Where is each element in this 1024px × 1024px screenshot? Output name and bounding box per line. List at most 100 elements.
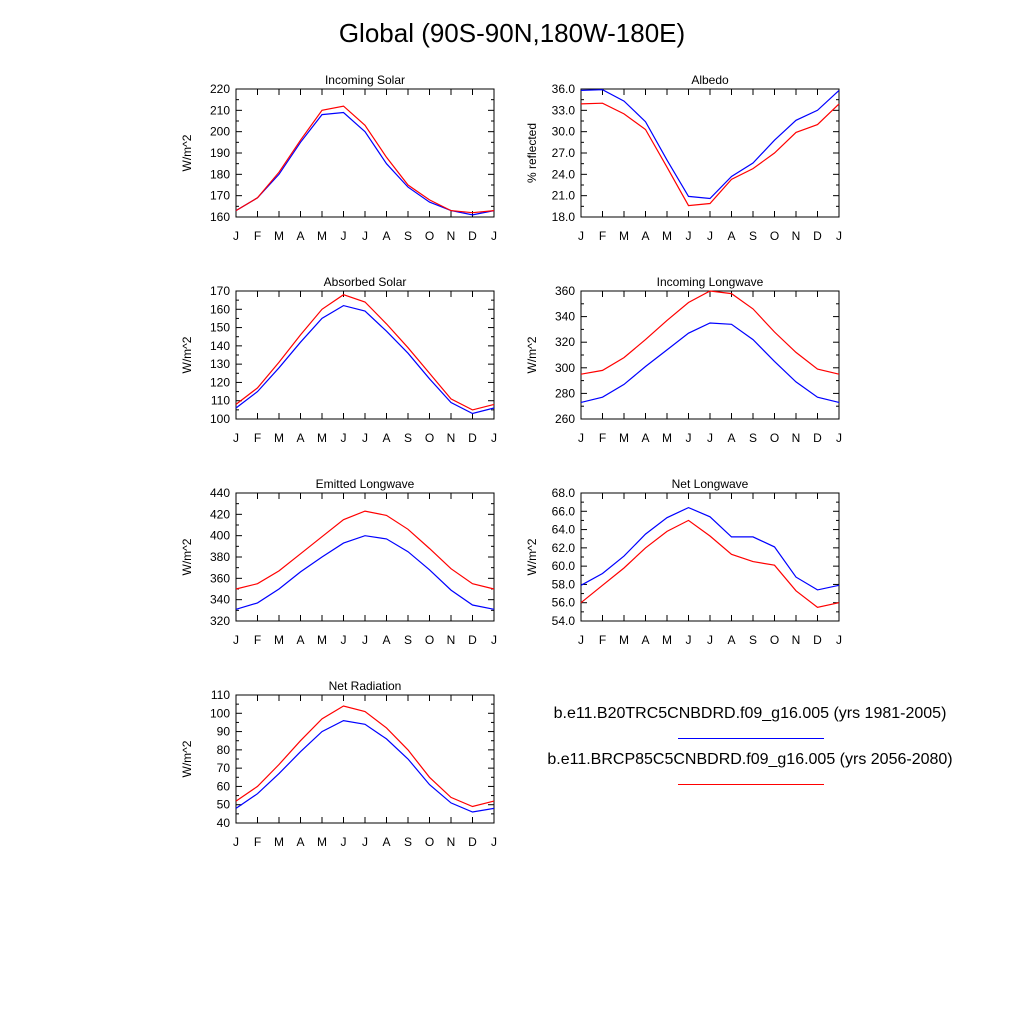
x-tick-label: N	[447, 229, 456, 243]
x-tick-label: M	[317, 633, 327, 647]
x-tick-label: D	[813, 633, 822, 647]
y-tick-label: 320	[555, 335, 575, 349]
y-axis-label: W/m^2	[180, 538, 194, 575]
x-tick-label: J	[686, 229, 692, 243]
figure-title: Global (90S-90N,180W-180E)	[338, 18, 686, 48]
y-tick-label: 120	[210, 375, 230, 389]
x-tick-label: O	[425, 835, 434, 849]
y-tick-label: 56.0	[552, 596, 576, 610]
series-line-1	[235, 304, 495, 415]
series-line-2	[580, 290, 840, 375]
plot-frame	[235, 694, 495, 824]
x-tick-label: M	[317, 835, 327, 849]
y-tick-label: 110	[211, 688, 230, 702]
x-tick-label: O	[425, 229, 434, 243]
x-tick-label: J	[686, 633, 692, 647]
plot-frame	[235, 492, 495, 622]
x-tick-label: F	[254, 633, 261, 647]
x-tick-label: M	[619, 633, 629, 647]
x-tick-label: S	[749, 229, 757, 243]
series-line-2	[580, 519, 840, 608]
y-tick-label: 400	[210, 529, 230, 543]
x-tick-label: M	[274, 431, 284, 445]
x-tick-label: J	[233, 835, 239, 849]
x-tick-label: J	[362, 229, 368, 243]
x-tick-label: F	[254, 835, 261, 849]
panel-incoming-longwave: Incoming Longwave W/m^2 260 280 300 320 340 360…	[525, 275, 842, 445]
y-tick-label: 320	[210, 614, 230, 628]
x-tick-label: S	[404, 229, 412, 243]
x-tick-label: M	[662, 229, 672, 243]
x-tick-label: J	[578, 431, 584, 445]
x-tick-label: A	[382, 431, 390, 445]
y-tick-label: 60.0	[552, 559, 576, 573]
x-tick-label: A	[296, 835, 304, 849]
y-tick-label: 380	[210, 550, 230, 564]
x-tick-label: M	[662, 431, 672, 445]
x-tick-label: J	[362, 633, 368, 647]
x-tick-label: F	[599, 431, 606, 445]
y-axis-label: W/m^2	[180, 134, 194, 171]
x-tick-label: D	[468, 229, 477, 243]
legend-label-run2: b.e11.BRCP85C5CNBDRD.f09_g16.005 (yrs 20…	[547, 751, 953, 768]
x-tick-label: O	[770, 431, 779, 445]
x-tick-label: F	[599, 633, 606, 647]
y-tick-label: 340	[210, 593, 230, 607]
x-tick-label: A	[727, 633, 735, 647]
panel-title: Albedo	[691, 73, 729, 87]
x-tick-label: N	[792, 431, 801, 445]
x-tick-label: A	[296, 431, 304, 445]
y-tick-label: 180	[210, 167, 230, 181]
x-tick-label: S	[749, 431, 757, 445]
y-tick-label: 200	[210, 125, 230, 139]
legend-line-run2	[678, 784, 824, 785]
y-tick-label: 58.0	[552, 577, 576, 591]
y-tick-label: 260	[555, 412, 575, 426]
y-tick-label: 54.0	[552, 614, 576, 628]
x-tick-label: S	[404, 431, 412, 445]
panel-title: Emitted Longwave	[316, 477, 415, 491]
panel-title: Absorbed Solar	[324, 275, 407, 289]
y-axis-label: W/m^2	[525, 538, 539, 575]
panel-albedo: Albedo % reflected 18.0 21.0 24.0 27.0 30.0 33.…	[525, 73, 842, 243]
series-line-1	[235, 719, 495, 813]
y-tick-label: 300	[555, 361, 575, 375]
y-tick-label: 64.0	[552, 523, 576, 537]
x-tick-label: D	[813, 229, 822, 243]
x-tick-label: A	[727, 431, 735, 445]
y-tick-label: 150	[210, 321, 230, 335]
x-tick-label: S	[749, 633, 757, 647]
x-tick-label: N	[792, 633, 801, 647]
y-tick-label: 190	[210, 146, 230, 160]
y-tick-label: 62.0	[552, 541, 576, 555]
legend-label-run1: b.e11.B20TRC5CNBDRD.f09_g16.005 (yrs 198…	[553, 705, 947, 722]
x-tick-label: J	[491, 229, 497, 243]
y-tick-label: 24.0	[552, 167, 576, 181]
x-tick-label: D	[468, 633, 477, 647]
x-tick-label: J	[491, 835, 497, 849]
series-line-1	[235, 111, 495, 216]
x-tick-label: J	[233, 229, 239, 243]
x-tick-label: J	[578, 229, 584, 243]
y-tick-label: 21.0	[552, 189, 576, 203]
plot-frame	[235, 88, 495, 218]
y-tick-label: 30.0	[552, 125, 576, 139]
x-tick-label: O	[770, 229, 779, 243]
y-tick-label: 36.0	[552, 82, 576, 96]
y-tick-label: 440	[210, 486, 230, 500]
x-tick-label: J	[341, 229, 347, 243]
x-tick-label: J	[707, 633, 713, 647]
x-tick-label: J	[578, 633, 584, 647]
legend-line-run1	[678, 738, 824, 739]
y-tick-label: 100	[210, 412, 230, 426]
x-tick-label: D	[468, 431, 477, 445]
x-tick-label: A	[382, 835, 390, 849]
x-tick-label: O	[425, 633, 434, 647]
y-tick-label: 220	[210, 82, 230, 96]
x-tick-label: M	[317, 431, 327, 445]
y-tick-label: 210	[210, 103, 230, 117]
y-tick-label: 80	[217, 743, 231, 757]
x-tick-label: A	[641, 229, 649, 243]
panel-emitted-longwave: Emitted Longwave W/m^2 320 340 360 380 400 420 4…	[180, 477, 497, 647]
